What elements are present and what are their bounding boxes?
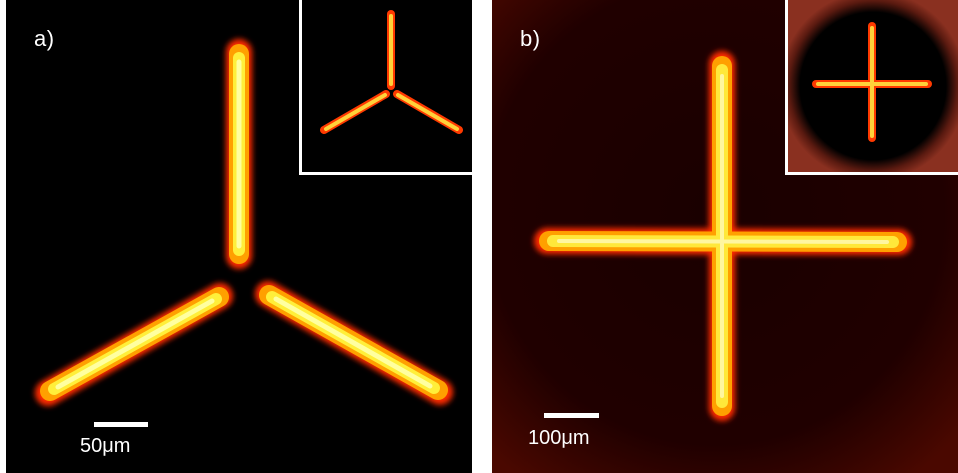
panel-label-b: b) xyxy=(520,26,541,51)
three-arm-beams xyxy=(35,39,453,406)
inset-cross-pattern xyxy=(788,0,958,172)
inset-a xyxy=(299,0,472,175)
inset-b xyxy=(785,0,958,175)
scale-bar-b xyxy=(544,413,599,418)
cross-beams xyxy=(534,51,912,421)
scale-bar-a xyxy=(94,422,148,427)
scale-label-b: 100μm xyxy=(528,427,590,449)
panel-a: a) 50μm xyxy=(6,0,472,473)
inset-three-arm-pattern xyxy=(320,10,463,134)
panel-b: b) 100μm xyxy=(492,0,958,473)
panel-label-a: a) xyxy=(34,26,55,51)
scale-label-a: 50μm xyxy=(80,435,131,457)
three-arm-pattern xyxy=(35,39,453,406)
